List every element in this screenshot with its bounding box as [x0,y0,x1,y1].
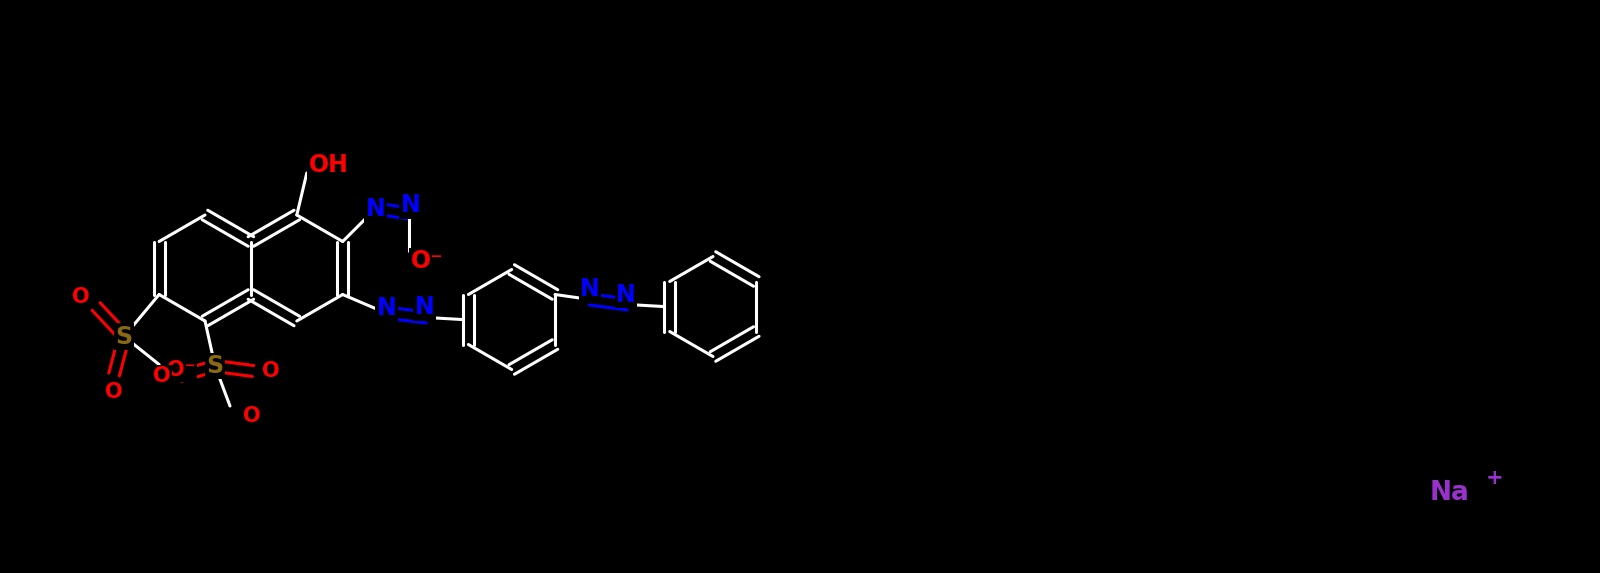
Text: N: N [366,197,386,221]
Text: O: O [262,361,280,381]
Text: O⁻: O⁻ [410,249,443,273]
Text: N: N [378,296,397,320]
Text: +: + [1486,468,1504,488]
Text: OH: OH [309,153,349,177]
Text: O: O [154,366,171,386]
Text: N: N [402,194,421,218]
Text: N: N [616,282,635,307]
Text: O⁻: O⁻ [166,360,195,380]
Text: O: O [72,286,90,307]
Text: S: S [115,324,133,348]
Text: S: S [206,354,224,378]
Text: O: O [243,406,261,426]
Text: N: N [414,296,435,320]
Text: O: O [106,383,123,402]
Text: Na: Na [1430,480,1470,506]
Text: N: N [581,277,600,301]
